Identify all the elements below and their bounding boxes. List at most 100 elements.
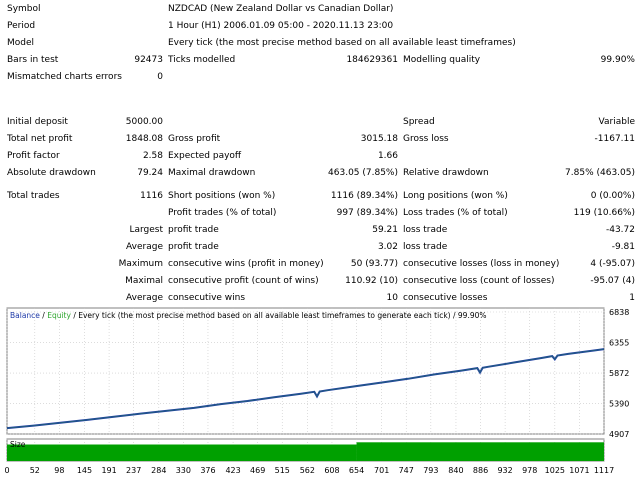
report-label: Average <box>126 242 163 252</box>
x-tick-label: 747 <box>399 466 414 475</box>
report-value: -9.81 <box>611 242 635 252</box>
report-label: Gross loss <box>403 134 449 144</box>
series-line-balance <box>6 348 605 430</box>
balance-chart: 4907 5390 5872 6355 6838 0 52 98 145 191 237 284 330… <box>4 305 636 480</box>
report-value: 99.90% <box>600 55 635 65</box>
report-value: 92473 <box>134 55 163 65</box>
report-row-largest: Largest profit trade 59.21 loss trade -43.72 <box>0 222 640 239</box>
x-tick-label: 284 <box>151 466 166 475</box>
main-plot-frame <box>6 307 605 435</box>
report-value: 184629361 <box>346 55 398 65</box>
report-value: 463.05 (7.85%) <box>328 168 398 178</box>
report-value: -95.07 (4) <box>590 276 635 286</box>
chart-caption: Balance / Equity / Every tick (the most … <box>10 311 487 320</box>
report-row-average: Average profit trade 3.02 loss trade -9.81 <box>0 239 640 256</box>
report-label: Every tick (the most precise method base… <box>168 38 516 48</box>
report-value: 1116 <box>140 191 163 201</box>
report-label: Total net profit <box>7 134 73 144</box>
report-label: profit trade <box>168 242 219 252</box>
x-tick-label: 423 <box>225 466 240 475</box>
report-value: 50 (93.77) <box>350 259 398 269</box>
report-row-maximum: Maximum consecutive wins (profit in money… <box>0 256 640 273</box>
report-table: Symbol NZDCAD (New Zealand Dollar vs Cana… <box>0 4 640 303</box>
report-label: Absolute drawdown <box>7 168 96 178</box>
y-tick-label: 5390 <box>609 399 629 408</box>
report-label: consecutive losses <box>403 293 488 303</box>
report-value: 7.85% (463.05) <box>565 168 635 178</box>
report-label: Maximal drawdown <box>168 168 256 178</box>
x-tick-label: 376 <box>200 466 215 475</box>
x-tick-label: 701 <box>374 466 389 475</box>
report-label: Short positions (won %) <box>168 191 276 201</box>
x-tick-label: 469 <box>250 466 265 475</box>
report-value: 4 (-95.07) <box>590 259 635 269</box>
report-label: Mismatched charts errors <box>7 72 122 82</box>
caption-rest: / Every tick (the most precise method ba… <box>71 311 487 320</box>
report-value: 1848.08 <box>125 134 163 144</box>
report-value: 997 (89.34%) <box>336 208 398 218</box>
report-label: Long positions (won %) <box>403 191 508 201</box>
report-row-model: Model Every tick (the most precise method… <box>0 35 640 52</box>
report-row-pfactor: Profit factor 2.58 Expected payoff 1.66 <box>0 148 640 165</box>
caption-separator: / <box>40 311 47 320</box>
x-tick-label: 562 <box>300 466 315 475</box>
report-label: Average <box>126 293 163 303</box>
y-tick-label: 6355 <box>609 339 629 348</box>
x-tick-label: 932 <box>497 466 512 475</box>
report-label: Expected payoff <box>168 151 242 161</box>
x-tick-label: 1117 <box>594 466 614 475</box>
report-value: -43.72 <box>605 225 635 235</box>
report-label: Profit trades (% of total) <box>168 208 277 218</box>
x-tick-label: 0 <box>4 466 9 475</box>
x-tick-label: 978 <box>522 466 537 475</box>
report-label: Bars in test <box>7 55 59 65</box>
balance-chart-svg: 4907 5390 5872 6355 6838 0 52 98 145 191 237 284 330… <box>4 307 629 475</box>
y-tick-label: 5872 <box>609 369 629 378</box>
report-value: 3015.18 <box>360 134 398 144</box>
report-label: Relative drawdown <box>403 168 489 178</box>
report-row-trades: Total trades 1116 Short positions (won %) 1… <box>0 188 640 205</box>
x-tick-label: 1071 <box>569 466 589 475</box>
report-label: Spread <box>403 117 435 127</box>
report-label: consecutive wins (profit in money) <box>168 259 324 269</box>
report-label: loss trade <box>403 225 448 235</box>
report-value: 0 <box>157 72 163 82</box>
report-value: 0 (0.00%) <box>590 191 635 201</box>
report-value: 1116 (89.34%) <box>330 191 398 201</box>
report-row-bars: Bars in test 92473 Ticks modelled 184629361… <box>0 52 640 69</box>
report-label: Profit factor <box>7 151 60 161</box>
report-label: 1 Hour (H1) 2006.01.09 05:00 - 2020.11.1… <box>168 21 394 31</box>
report-row-deposit: Initial deposit 5000.00 Spread Variable <box>0 114 640 131</box>
report-label: Maximum <box>118 259 163 269</box>
x-tick-label: 793 <box>423 466 438 475</box>
report-row-maximal: Maximal consecutive profit (count of wins… <box>0 273 640 290</box>
report-value: 3.02 <box>377 242 398 252</box>
x-tick-label: 840 <box>448 466 463 475</box>
report-label: Initial deposit <box>7 117 68 127</box>
report-label: loss trade <box>403 242 448 252</box>
report-label: Period <box>7 21 36 31</box>
report-label: consecutive profit (count of wins) <box>168 276 319 286</box>
report-value: 79.24 <box>137 168 163 178</box>
report-row-netprofit: Total net profit 1848.08 Gross profit 3015.… <box>0 131 640 148</box>
x-tick-label: 52 <box>30 466 40 475</box>
report-value: 10 <box>386 293 398 303</box>
report-label: consecutive losses (loss in money) <box>403 259 560 269</box>
report-value: 5000.00 <box>125 117 163 127</box>
report-label: consecutive loss (count of losses) <box>403 276 555 286</box>
size-bar-segment <box>7 444 357 461</box>
report-label: Total trades <box>7 191 60 201</box>
y-tick-label: 6838 <box>609 308 629 317</box>
report-row-spacer <box>0 86 640 103</box>
report-label: Loss trades (% of total) <box>403 208 508 218</box>
report-value: 110.92 (10) <box>345 276 398 286</box>
report-row-mismatched: Mismatched charts errors 0 <box>0 69 640 86</box>
y-tick-label: 4907 <box>609 430 629 439</box>
report-label: Gross profit <box>168 134 221 144</box>
report-label: profit trade <box>168 225 219 235</box>
x-tick-label: 330 <box>176 466 191 475</box>
report-row-drawdown: Absolute drawdown 79.24 Maximal drawdown 46… <box>0 165 640 182</box>
report-label: Maximal <box>125 276 163 286</box>
report-value: 59.21 <box>372 225 398 235</box>
report-value: Variable <box>598 117 635 127</box>
